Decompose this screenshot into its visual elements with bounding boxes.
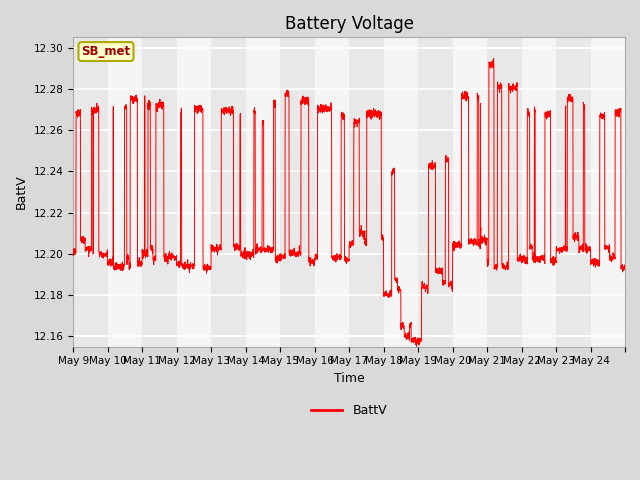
Bar <box>108 37 142 347</box>
Title: Battery Voltage: Battery Voltage <box>285 15 413 33</box>
Bar <box>522 37 556 347</box>
Bar <box>177 37 211 347</box>
Bar <box>383 37 418 347</box>
Bar <box>246 37 280 347</box>
Bar <box>452 37 487 347</box>
Legend: BattV: BattV <box>306 399 392 422</box>
Bar <box>315 37 349 347</box>
Y-axis label: BattV: BattV <box>15 175 28 209</box>
Text: SB_met: SB_met <box>81 45 131 58</box>
Bar <box>591 37 625 347</box>
X-axis label: Time: Time <box>333 372 364 385</box>
